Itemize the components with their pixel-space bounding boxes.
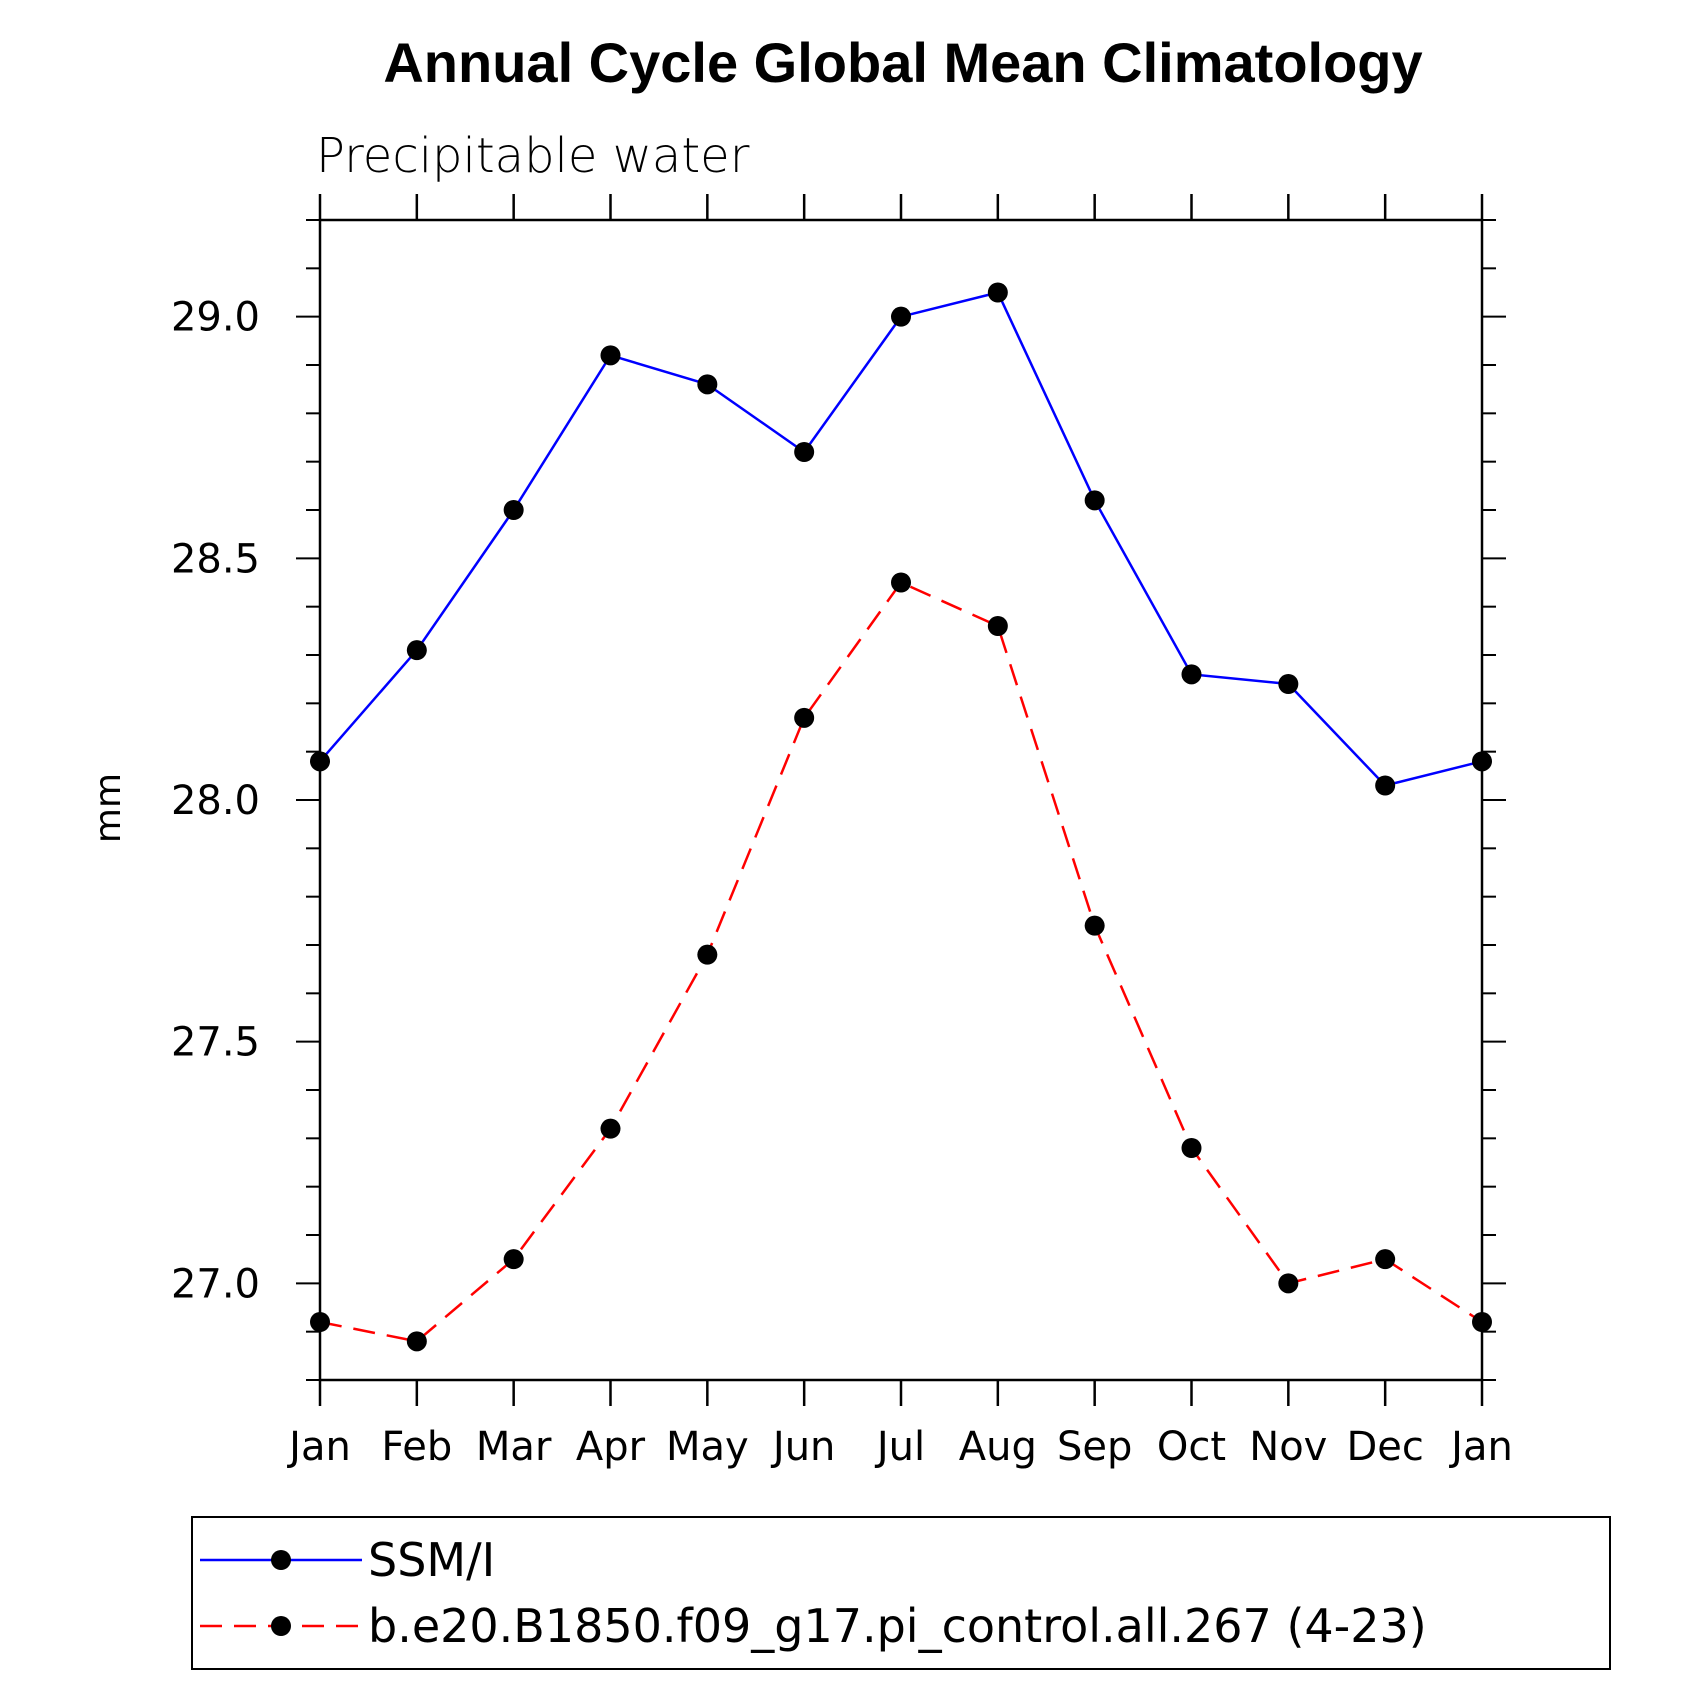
- data-point: [310, 1312, 330, 1332]
- x-tick-label: Nov: [1249, 1424, 1327, 1470]
- legend-marker: [271, 1616, 291, 1636]
- tick-labels: Jan Feb Mar Apr May Jun Jul Aug Sep Oct Nov Dec Jan 2…: [171, 295, 1513, 1470]
- data-point: [310, 751, 330, 772]
- x-tick-label: Jan: [1448, 1424, 1513, 1470]
- x-tick-label: May: [666, 1424, 749, 1470]
- data-point: [1181, 664, 1202, 685]
- x-tick-label: Sep: [1057, 1424, 1132, 1470]
- x-tick-label: Feb: [381, 1424, 452, 1470]
- plot-frame: [318, 218, 1484, 1382]
- data-point: [1278, 1273, 1299, 1294]
- legend-label-2: b.e20.B1850.f09_g17.pi_control.all.267 (…: [368, 1599, 1427, 1653]
- data-point: [1084, 490, 1105, 511]
- data-point: [794, 442, 815, 462]
- x-tick-label: Jan: [286, 1424, 351, 1470]
- data-point: [503, 500, 524, 520]
- x-tick-label: Jun: [770, 1424, 836, 1470]
- data-point: [1472, 1312, 1492, 1332]
- series-line-2: [319, 580, 1483, 1343]
- data-point: [794, 707, 815, 728]
- data-point: [406, 640, 427, 661]
- legend-label-1: SSM/I: [368, 1533, 495, 1587]
- legend-box: [191, 1516, 1611, 1670]
- series-line-1: [319, 291, 1483, 787]
- data-point: [600, 345, 621, 366]
- plot-border: [318, 218, 1484, 1382]
- y-tick-label: 29.0: [171, 295, 260, 341]
- data-point: [891, 306, 911, 327]
- x-tick-label: Mar: [476, 1424, 552, 1470]
- y-tick-label: 28.0: [171, 778, 260, 824]
- data-point: [1278, 674, 1299, 694]
- x-tick-label: Dec: [1346, 1424, 1423, 1470]
- y-tick-label: 27.0: [171, 1261, 260, 1307]
- data-point: [1375, 1249, 1396, 1270]
- data-point: [1181, 1138, 1202, 1158]
- data-point: [1472, 751, 1492, 772]
- y-tick-label: 28.5: [171, 536, 260, 582]
- x-tick-label: Jul: [874, 1424, 925, 1470]
- y-axis-label: mm: [88, 773, 129, 843]
- data-point: [697, 374, 718, 395]
- x-tick-label: Aug: [959, 1424, 1037, 1470]
- data-point: [600, 1118, 621, 1139]
- legend: SSM/I b.e20.B1850.f09_g17.pi_control.all.…: [191, 1516, 1611, 1670]
- x-tick-label: Apr: [576, 1424, 646, 1470]
- data-point: [1375, 775, 1396, 796]
- chart-subtitle: Precipitable water: [316, 128, 750, 184]
- y-tick-label: 27.5: [171, 1020, 260, 1066]
- data-point: [503, 1249, 524, 1270]
- data-point: [987, 616, 1008, 636]
- legend-marker: [271, 1550, 291, 1570]
- x-tick-label: Oct: [1157, 1424, 1226, 1470]
- chart-title: Annual Cycle Global Mean Climatology: [383, 31, 1422, 94]
- data-point: [891, 572, 911, 593]
- data-point: [1084, 915, 1105, 936]
- data-point: [406, 1331, 427, 1352]
- data-point: [697, 944, 718, 965]
- series-layer: [310, 282, 1492, 1352]
- axis-ticks: [296, 194, 1506, 1406]
- data-point: [987, 282, 1008, 303]
